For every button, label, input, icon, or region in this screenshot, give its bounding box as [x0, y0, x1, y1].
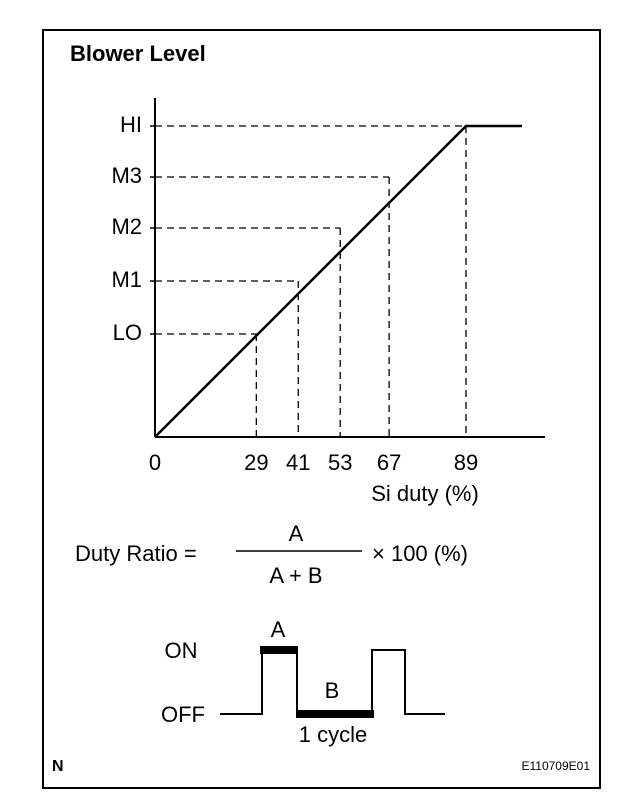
formula-right: × 100 (%)	[372, 541, 468, 566]
duty-label: 67	[377, 450, 401, 475]
duty-label: 29	[244, 450, 268, 475]
a-label: A	[271, 617, 286, 642]
graph: LO 29 M1 41 M2 53 M3 67 HI 89	[111, 112, 522, 475]
origin-label: 0	[149, 450, 161, 475]
formula-numerator: A	[289, 521, 304, 546]
formula-left: Duty Ratio =	[75, 541, 197, 566]
duty-label: 53	[328, 450, 352, 475]
a-bar	[260, 646, 298, 654]
level-label: M3	[111, 163, 142, 188]
duty-label: 89	[454, 450, 478, 475]
frame	[42, 29, 601, 789]
title: Blower Level	[70, 41, 206, 66]
level-label: M1	[111, 267, 142, 292]
cycle-label: 1 cycle	[299, 722, 367, 747]
level-label: HI	[120, 112, 142, 137]
off-label: OFF	[161, 702, 205, 727]
footer-left: N	[52, 758, 64, 775]
b-label: B	[325, 678, 340, 703]
on-label: ON	[165, 638, 198, 663]
level-label: M2	[111, 214, 142, 239]
blower-line	[154, 124, 522, 438]
footer-right: E110709E01	[521, 759, 590, 773]
formula-denominator: A + B	[269, 563, 322, 588]
x-axis-label: Si duty (%)	[371, 481, 479, 506]
b-bar	[296, 710, 374, 718]
duty-label: 41	[286, 450, 310, 475]
level-label: LO	[113, 320, 142, 345]
